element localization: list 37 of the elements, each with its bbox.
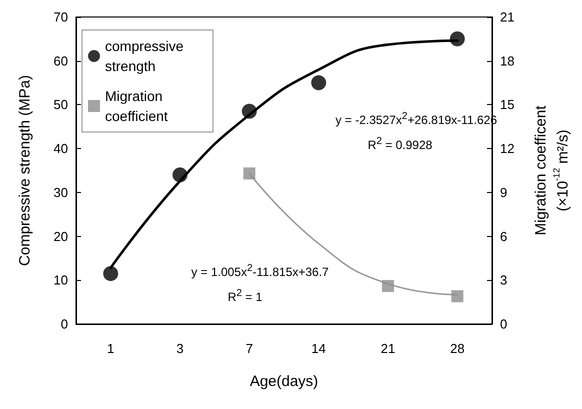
legend-label: compressive strength — [105, 38, 188, 74]
y2-tick-label: 0 — [500, 316, 508, 332]
y-tick-label: 40 — [54, 141, 68, 156]
y-axis-title: Compressive strength (MPa) — [16, 75, 34, 266]
y2-tick-label: 15 — [500, 97, 514, 112]
y2-tick-label: 21 — [500, 10, 514, 24]
x-tick-label: 14 — [311, 341, 326, 356]
y-tick-label: 60 — [54, 53, 68, 68]
y2-tick-label: 3 — [500, 272, 508, 288]
y-tick-label: 50 — [54, 97, 68, 112]
y2-tick-label: 9 — [500, 184, 508, 200]
x-tick-label: 7 — [246, 341, 253, 356]
x-tick-label: 3 — [176, 341, 184, 356]
legend-label: Migration coefficient — [105, 88, 168, 124]
point — [243, 167, 256, 180]
annotation: y = 1.005x$^{2}$-11.815x+36.7 — [191, 262, 329, 279]
x-tick-label: 28 — [450, 341, 465, 356]
point — [103, 266, 118, 282]
annotation: R$^{2}$ = 0.9928 — [368, 135, 432, 152]
y-tick-label: 70 — [54, 10, 68, 24]
point — [311, 75, 326, 90]
y-tick-label: 20 — [54, 228, 68, 244]
y-tick-label: 0 — [60, 316, 68, 332]
point — [172, 167, 188, 182]
point — [242, 104, 257, 119]
point — [451, 290, 464, 302]
y2-tick-label: 6 — [500, 228, 508, 244]
y2-tick-label: 12 — [500, 141, 514, 156]
x-tick-label: 21 — [380, 341, 396, 356]
y2-tick-label: 18 — [500, 53, 514, 68]
x-tick-label: 1 — [107, 341, 114, 356]
y-tick-label: 30 — [54, 184, 68, 200]
point — [382, 280, 394, 292]
annotation: R$^{2}$ = 1 — [228, 287, 262, 304]
y-tick-label: 10 — [54, 272, 68, 288]
point — [450, 31, 465, 46]
x-axis-title: Age(days) — [250, 373, 318, 390]
